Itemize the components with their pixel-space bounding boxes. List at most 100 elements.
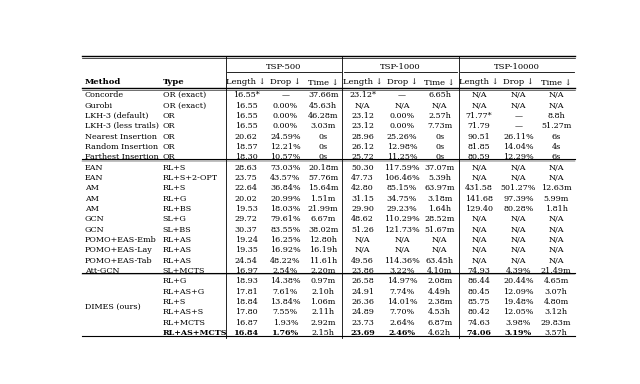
Text: 74.93: 74.93 (468, 267, 490, 275)
Text: 12.80h: 12.80h (309, 236, 337, 244)
Text: 48.22%: 48.22% (270, 257, 301, 265)
Text: N/A: N/A (471, 247, 487, 254)
Text: 6.87m: 6.87m (427, 319, 452, 327)
Text: 4.65m: 4.65m (543, 277, 569, 285)
Text: 16.55*: 16.55* (233, 91, 259, 99)
Text: RL+G: RL+G (163, 195, 187, 203)
Text: 19.53: 19.53 (235, 205, 257, 213)
Text: 19.24: 19.24 (235, 236, 258, 244)
Text: 97.39%: 97.39% (503, 195, 534, 203)
Text: 0s: 0s (319, 143, 328, 151)
Text: 43.57%: 43.57% (270, 174, 301, 182)
Text: 16.87: 16.87 (235, 319, 257, 327)
Text: 34.75%: 34.75% (387, 195, 417, 203)
Text: 2.08m: 2.08m (427, 277, 452, 285)
Text: 2.54%: 2.54% (273, 267, 298, 275)
Text: 26.58: 26.58 (351, 277, 374, 285)
Text: N/A: N/A (548, 226, 564, 234)
Text: 2.38m: 2.38m (427, 298, 452, 306)
Text: N/A: N/A (511, 91, 526, 99)
Text: N/A: N/A (471, 174, 487, 182)
Text: 17.80: 17.80 (235, 308, 257, 316)
Text: N/A: N/A (394, 236, 410, 244)
Text: 21.99m: 21.99m (308, 205, 339, 213)
Text: 501.27%: 501.27% (500, 184, 536, 192)
Text: N/A: N/A (471, 236, 487, 244)
Text: N/A: N/A (548, 215, 564, 223)
Text: 1.06m: 1.06m (310, 298, 336, 306)
Text: 1.51m: 1.51m (310, 195, 336, 203)
Text: 86.44: 86.44 (468, 277, 490, 285)
Text: N/A: N/A (511, 247, 526, 254)
Text: RL+AS+G: RL+AS+G (163, 288, 205, 296)
Text: 1.76%: 1.76% (272, 329, 299, 337)
Text: 18.84: 18.84 (235, 298, 257, 306)
Text: 16.19h: 16.19h (309, 247, 337, 254)
Text: 29.90: 29.90 (351, 205, 374, 213)
Text: 29.23%: 29.23% (387, 205, 417, 213)
Text: 23.69: 23.69 (350, 329, 375, 337)
Text: Length ↓: Length ↓ (343, 78, 382, 86)
Text: RL+BS: RL+BS (163, 205, 192, 213)
Text: 29.83m: 29.83m (541, 319, 572, 327)
Text: 28.96: 28.96 (351, 132, 374, 141)
Text: 0s: 0s (435, 143, 444, 151)
Text: 11.61h: 11.61h (309, 257, 337, 265)
Text: RL+G: RL+G (163, 277, 187, 285)
Text: N/A: N/A (511, 215, 526, 223)
Text: 7.61%: 7.61% (273, 288, 298, 296)
Text: N/A: N/A (432, 102, 447, 110)
Text: TSP-1000: TSP-1000 (380, 63, 420, 71)
Text: 24.89: 24.89 (351, 308, 374, 316)
Text: 20.62: 20.62 (235, 132, 257, 141)
Text: 110.29%: 110.29% (384, 215, 420, 223)
Text: 23.12: 23.12 (351, 122, 374, 130)
Text: 16.55: 16.55 (235, 112, 257, 120)
Text: 29.72: 29.72 (235, 215, 257, 223)
Text: Drop ↓: Drop ↓ (503, 78, 534, 86)
Text: N/A: N/A (471, 102, 487, 110)
Text: 0s: 0s (435, 153, 444, 161)
Text: GCN: GCN (85, 215, 104, 223)
Text: 16.97: 16.97 (235, 267, 257, 275)
Text: 80.59: 80.59 (468, 153, 490, 161)
Text: 74.06: 74.06 (467, 329, 492, 337)
Text: OR (exact): OR (exact) (163, 91, 206, 99)
Text: 71.77*: 71.77* (466, 112, 492, 120)
Text: N/A: N/A (355, 247, 371, 254)
Text: N/A: N/A (394, 102, 410, 110)
Text: Random Insertion: Random Insertion (85, 143, 158, 151)
Text: 25.72: 25.72 (351, 153, 374, 161)
Text: 4.62h: 4.62h (428, 329, 451, 337)
Text: 17.81: 17.81 (235, 288, 257, 296)
Text: 0s: 0s (435, 132, 444, 141)
Text: 7.74%: 7.74% (389, 288, 415, 296)
Text: OR (exact): OR (exact) (163, 102, 206, 110)
Text: 1.93%: 1.93% (273, 319, 298, 327)
Text: TSP-10000: TSP-10000 (494, 63, 540, 71)
Text: 0.00%: 0.00% (273, 122, 298, 130)
Text: 431.58: 431.58 (465, 184, 493, 192)
Text: N/A: N/A (548, 164, 564, 172)
Text: 63.97m: 63.97m (424, 184, 455, 192)
Text: N/A: N/A (548, 247, 564, 254)
Text: 31.15: 31.15 (351, 195, 374, 203)
Text: AM: AM (85, 184, 99, 192)
Text: 18.93: 18.93 (235, 277, 257, 285)
Text: Time ↓: Time ↓ (424, 78, 455, 86)
Text: Length ↓: Length ↓ (460, 78, 499, 86)
Text: —: — (282, 91, 289, 99)
Text: RL+AS: RL+AS (163, 247, 192, 254)
Text: 80.42: 80.42 (468, 308, 490, 316)
Text: N/A: N/A (511, 164, 526, 172)
Text: 57.76m: 57.76m (308, 174, 339, 182)
Text: 16.25%: 16.25% (270, 236, 301, 244)
Text: 3.12h: 3.12h (545, 308, 568, 316)
Text: 23.73: 23.73 (351, 319, 374, 327)
Text: EAN: EAN (85, 174, 104, 182)
Text: 117.59%: 117.59% (384, 164, 420, 172)
Text: SL+BS: SL+BS (163, 226, 191, 234)
Text: 10.57%: 10.57% (270, 153, 301, 161)
Text: Drop ↓: Drop ↓ (270, 78, 301, 86)
Text: 14.38%: 14.38% (270, 277, 301, 285)
